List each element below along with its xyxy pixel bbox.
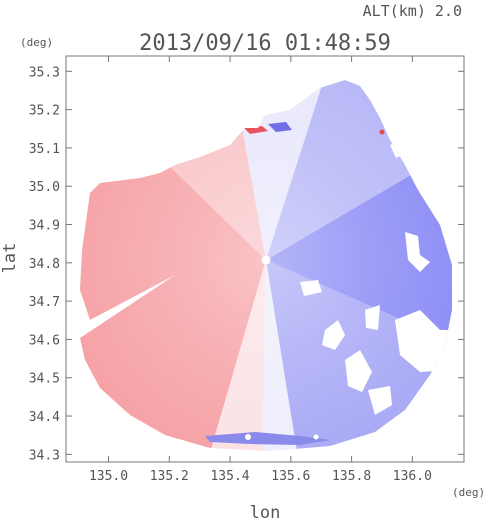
y-tick-label: 34.4 bbox=[29, 410, 60, 425]
y-axis-title: lat bbox=[0, 243, 20, 274]
echo-streak-north-blue bbox=[268, 122, 292, 132]
y-tick-label: 35.2 bbox=[29, 104, 60, 119]
echo-speck-red bbox=[379, 129, 385, 135]
echo-streak-south-blue bbox=[205, 432, 330, 445]
y-tick-label: 34.6 bbox=[29, 333, 60, 348]
echo-gap-east-7 bbox=[300, 280, 322, 296]
echo-gap-east-4 bbox=[345, 350, 372, 392]
chart-title-timestamp: 2013/09/16 01:48:59 bbox=[139, 31, 391, 56]
echo-gap-east-2 bbox=[365, 305, 380, 330]
echo-speck-south-white-2 bbox=[313, 434, 319, 440]
echo-gap-east-1 bbox=[322, 320, 345, 350]
altitude-label: ALT(km) 2.0 bbox=[363, 2, 462, 20]
y-axis-unit: (deg) bbox=[20, 36, 53, 49]
x-tick-label: 135.2 bbox=[150, 469, 189, 484]
radar-center-marker bbox=[261, 255, 271, 265]
x-tick-label: 135.8 bbox=[332, 469, 371, 484]
echo-gap-east-3 bbox=[395, 310, 452, 372]
y-tick-label: 34.7 bbox=[29, 295, 60, 310]
x-tick-label: 135.6 bbox=[271, 469, 310, 484]
x-tick-label: 135.4 bbox=[210, 469, 249, 484]
x-axis-unit: (deg) bbox=[452, 486, 485, 499]
echo-field bbox=[80, 80, 452, 451]
echo-gap-east-5 bbox=[368, 386, 392, 415]
y-tick-label: 35.3 bbox=[29, 65, 60, 80]
x-axis-title: lon bbox=[250, 503, 281, 521]
y-tick-label: 34.8 bbox=[29, 257, 60, 272]
echo-streak-north-red bbox=[244, 126, 268, 134]
echo-gap-east-6 bbox=[405, 232, 430, 272]
axis-ticks: 135.0 135.2 135.4 135.6 135.8 136.0 34.3 34.4 34… bbox=[29, 56, 464, 484]
y-tick-label: 34.5 bbox=[29, 372, 60, 387]
x-tick-label: 136.0 bbox=[393, 469, 432, 484]
plot-frame bbox=[65, 55, 465, 463]
y-tick-label: 35.1 bbox=[29, 142, 60, 157]
y-tick-label: 34.3 bbox=[29, 448, 60, 463]
y-tick-label: 34.9 bbox=[29, 219, 60, 234]
y-tick-label: 35.0 bbox=[29, 180, 60, 195]
echo-speck-south-white bbox=[245, 434, 251, 440]
x-tick-label: 135.0 bbox=[89, 469, 128, 484]
